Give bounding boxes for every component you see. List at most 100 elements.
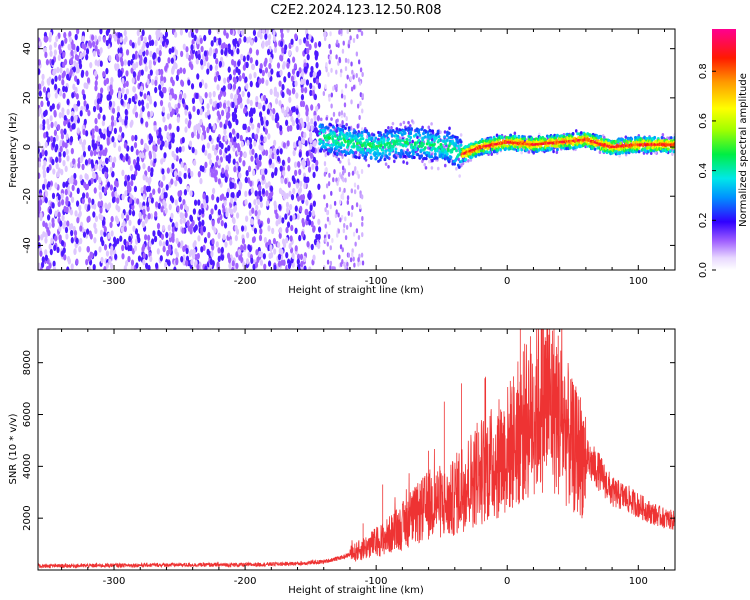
heatmap-cell (316, 241, 320, 248)
heatmap-cell (339, 137, 343, 141)
heatmap-cell (312, 140, 316, 148)
heatmap-cell (230, 92, 234, 100)
heatmap-cell (49, 50, 53, 57)
heatmap-cell (116, 197, 120, 204)
heatmap-cell (208, 91, 212, 99)
heatmap-cell (86, 216, 90, 223)
heatmap-cell (298, 38, 302, 46)
heatmap-cell (94, 143, 98, 150)
heatmap-cell (66, 220, 70, 227)
heatmap-cell (202, 225, 207, 233)
heatmap-cell (310, 220, 314, 228)
heatmap-cell (533, 145, 536, 149)
heatmap-cell (215, 58, 219, 65)
heatmap-cell (307, 159, 311, 167)
heatmap-cell (383, 145, 387, 149)
heatmap-cell (99, 158, 103, 166)
heatmap-cell (231, 101, 235, 109)
heatmap-cell (300, 230, 305, 238)
heatmap-cell (44, 109, 48, 116)
heatmap-cell (258, 190, 262, 197)
heatmap-cell (192, 105, 196, 112)
heatmap-cell (361, 137, 365, 141)
heatmap-cell (237, 29, 241, 35)
heatmap-cell (141, 29, 145, 37)
heatmap-cell (361, 147, 365, 151)
heatmap-cell (131, 42, 135, 49)
heatmap-cell (340, 152, 343, 157)
heatmap-cell (277, 241, 281, 249)
heatmap-cell (459, 143, 463, 147)
heatmap-cell (51, 192, 56, 200)
heatmap-cell (225, 191, 230, 199)
heatmap-cell (113, 35, 118, 42)
heatmap-cell (246, 97, 250, 105)
heatmap-cell (93, 149, 97, 157)
heatmap-cell (268, 252, 272, 260)
heatmap-cell (216, 102, 220, 110)
heatmap-cell (39, 250, 43, 257)
heatmap-cell (233, 107, 238, 114)
heatmap-cell (444, 142, 447, 146)
heatmap-cell (160, 68, 164, 76)
heatmap-cell (264, 128, 268, 135)
heatmap-cell (103, 266, 107, 270)
heatmap-cell (99, 60, 103, 67)
heatmap-cell (261, 40, 265, 47)
heatmap-cell (322, 148, 326, 153)
heatmap-cell (54, 210, 58, 217)
heatmap-cell (339, 72, 343, 78)
heatmap-cell (295, 45, 299, 53)
heatmap-cell (238, 180, 242, 188)
heatmap-cell (116, 217, 120, 225)
heatmap-cell (57, 211, 61, 219)
heatmap-cell (378, 141, 381, 146)
heatmap-cell (229, 181, 233, 188)
heatmap-cell (414, 147, 418, 152)
heatmap-cell (228, 122, 232, 129)
heatmap-cell (211, 238, 215, 245)
heatmap-cell (190, 63, 194, 71)
heatmap-cell (85, 192, 89, 199)
heatmap-cell (417, 128, 421, 132)
heatmap-cell (372, 133, 376, 137)
heatmap-cell (161, 40, 166, 47)
heatmap-cell (464, 157, 468, 162)
heatmap-cell (246, 139, 250, 146)
heatmap-cell (139, 55, 143, 62)
heatmap-cell (165, 38, 169, 46)
heatmap-cell (671, 152, 674, 156)
heatmap-cell (430, 166, 434, 170)
heatmap-cell (55, 35, 59, 42)
heatmap-cell (461, 154, 465, 158)
heatmap-cell (145, 41, 150, 49)
heatmap-cell (119, 56, 124, 64)
heatmap-cell (101, 149, 106, 156)
heatmap-cell (147, 234, 151, 242)
heatmap-cell (66, 98, 70, 106)
heatmap-cell (247, 91, 251, 98)
heatmap-cell (258, 234, 263, 242)
heatmap-cell (239, 134, 243, 142)
heatmap-cell (223, 199, 227, 207)
heatmap-cell (520, 148, 524, 152)
heatmap-cell (70, 237, 74, 244)
heatmap-cell (227, 157, 231, 164)
heatmap-cell (228, 257, 232, 264)
heatmap-cell (132, 108, 136, 115)
heatmap-cell (474, 154, 478, 158)
heatmap-cell (281, 107, 285, 114)
heatmap-cell (49, 135, 54, 143)
heatmap-cell (327, 234, 331, 240)
heatmap-cell (151, 78, 155, 86)
heatmap-cell (146, 205, 150, 212)
heatmap-cell (62, 85, 66, 93)
heatmap-cell (392, 154, 396, 158)
heatmap-cell (370, 136, 374, 141)
heatmap-cell (118, 115, 122, 123)
heatmap-cell (398, 128, 402, 132)
heatmap-cell (196, 263, 200, 270)
heatmap-cell (337, 157, 341, 162)
heatmap-cell (91, 128, 95, 135)
heatmap-cell (249, 80, 253, 88)
